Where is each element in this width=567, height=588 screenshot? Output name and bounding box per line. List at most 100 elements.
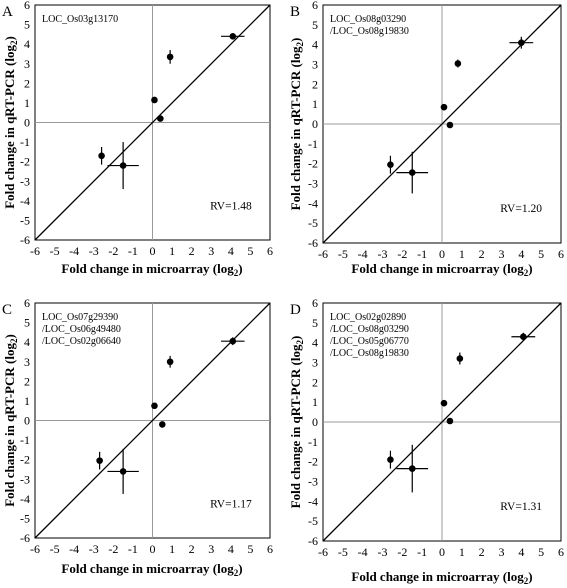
panel-letter: A — [2, 4, 13, 20]
data-point — [158, 421, 166, 428]
x-tick-label: -1 — [417, 545, 427, 559]
x-tick-label: -6 — [30, 244, 40, 258]
data-point — [151, 96, 158, 104]
gene-id-label: LOC_Os07g29390 — [42, 312, 118, 323]
data-point — [166, 53, 174, 61]
x-tick-label: 4 — [228, 244, 234, 258]
y-tick-label: 4 — [312, 336, 318, 350]
y-tick-label: -3 — [308, 475, 318, 489]
y-tick-label: 0 — [312, 117, 318, 131]
y-tick-label: -5 — [20, 511, 30, 525]
panel-letter: C — [2, 302, 12, 318]
data-point — [440, 399, 448, 407]
rv-label: RV=1.31 — [500, 501, 542, 513]
x-tick-label: -2 — [108, 542, 118, 556]
data-point — [456, 355, 464, 362]
y-tick-label: 2 — [24, 374, 30, 388]
rv-label: RV=1.48 — [210, 200, 252, 212]
x-tick-label: 0 — [150, 244, 156, 258]
x-tick-label: 4 — [518, 545, 524, 559]
x-tick-label: -6 — [30, 542, 40, 556]
data-point — [151, 402, 158, 410]
data-point — [454, 60, 462, 67]
x-tick-label: -1 — [128, 244, 138, 258]
gene-id-label: LOC_Os02g02890 — [330, 312, 406, 323]
x-tick-label: 2 — [479, 247, 485, 261]
x-tick-label: 5 — [538, 247, 544, 261]
y-tick-label: 1 — [312, 97, 318, 111]
y-tick-label: 4 — [312, 38, 318, 52]
x-tick-label: -6 — [318, 545, 328, 559]
data-point — [440, 103, 448, 111]
x-tick-label: 4 — [228, 542, 234, 556]
y-tick-label: -2 — [308, 455, 318, 469]
y-axis-label: Fold change in qRT-PCR (log2) — [2, 36, 19, 209]
y-tick-label: -3 — [20, 174, 30, 188]
x-tick-label: 0 — [439, 545, 445, 559]
x-tick-label: -4 — [69, 244, 79, 258]
x-tick-label: -3 — [378, 247, 388, 261]
gene-id-label: /LOC_Os06g49480 — [42, 324, 121, 335]
y-tick-label: -1 — [308, 137, 318, 151]
data-point — [98, 152, 105, 160]
y-tick-label: 6 — [312, 296, 318, 310]
gene-id-label: /LOC_Os02g06640 — [42, 336, 121, 347]
data-point — [119, 468, 127, 475]
data-point — [446, 417, 454, 425]
y-tick-label: 0 — [24, 414, 30, 428]
y-tick-label: 0 — [24, 116, 30, 130]
y-tick-label: 2 — [312, 77, 318, 91]
x-tick-label: -5 — [50, 244, 60, 258]
data-point — [408, 465, 416, 472]
data-point — [166, 358, 174, 366]
panel-letter: D — [290, 302, 301, 318]
y-tick-label: 2 — [24, 76, 30, 90]
data-point — [446, 121, 454, 129]
y-tick-label: -1 — [20, 135, 30, 149]
x-tick-label: -3 — [89, 244, 99, 258]
data-point — [96, 457, 103, 464]
x-tick-label: -4 — [358, 247, 368, 261]
y-tick-label: -3 — [308, 177, 318, 191]
y-tick-label: 4 — [24, 335, 30, 349]
x-tick-label: 1 — [459, 247, 465, 261]
y-tick-label: 6 — [24, 0, 30, 12]
y-tick-label: -5 — [308, 216, 318, 230]
y-tick-label: -1 — [308, 435, 318, 449]
x-tick-label: 5 — [538, 545, 544, 559]
data-point — [119, 162, 127, 169]
x-tick-label: -5 — [338, 247, 348, 261]
y-tick-label: 1 — [24, 394, 30, 408]
y-tick-label: 3 — [312, 58, 318, 72]
y-tick-label: 2 — [312, 375, 318, 389]
data-point — [408, 169, 416, 176]
x-axis-label: Fold change in microarray (log2) — [351, 569, 532, 586]
y-tick-label: -3 — [20, 472, 30, 486]
x-tick-label: 6 — [558, 545, 564, 559]
x-tick-label: 3 — [499, 545, 505, 559]
y-tick-label: 5 — [24, 316, 30, 330]
y-tick-label: 6 — [312, 0, 318, 12]
x-tick-label: 3 — [499, 247, 505, 261]
x-tick-label: 6 — [558, 247, 564, 261]
gene-id-label: LOC_Os03g13170 — [42, 14, 118, 25]
gene-id-label: /LOC_Os05g06770 — [330, 336, 409, 347]
x-tick-label: 1 — [459, 545, 465, 559]
x-tick-label: -5 — [338, 545, 348, 559]
x-tick-label: -4 — [69, 542, 79, 556]
x-tick-label: 2 — [189, 244, 195, 258]
data-point — [520, 333, 527, 341]
y-tick-label: 5 — [24, 18, 30, 32]
y-tick-label: -1 — [20, 433, 30, 447]
x-tick-label: -5 — [50, 542, 60, 556]
reference-line — [34, 4, 271, 241]
y-tick-label: -6 — [308, 534, 318, 548]
x-tick-label: 6 — [267, 542, 273, 556]
x-tick-label: 3 — [208, 542, 214, 556]
y-tick-label: -4 — [308, 494, 318, 508]
